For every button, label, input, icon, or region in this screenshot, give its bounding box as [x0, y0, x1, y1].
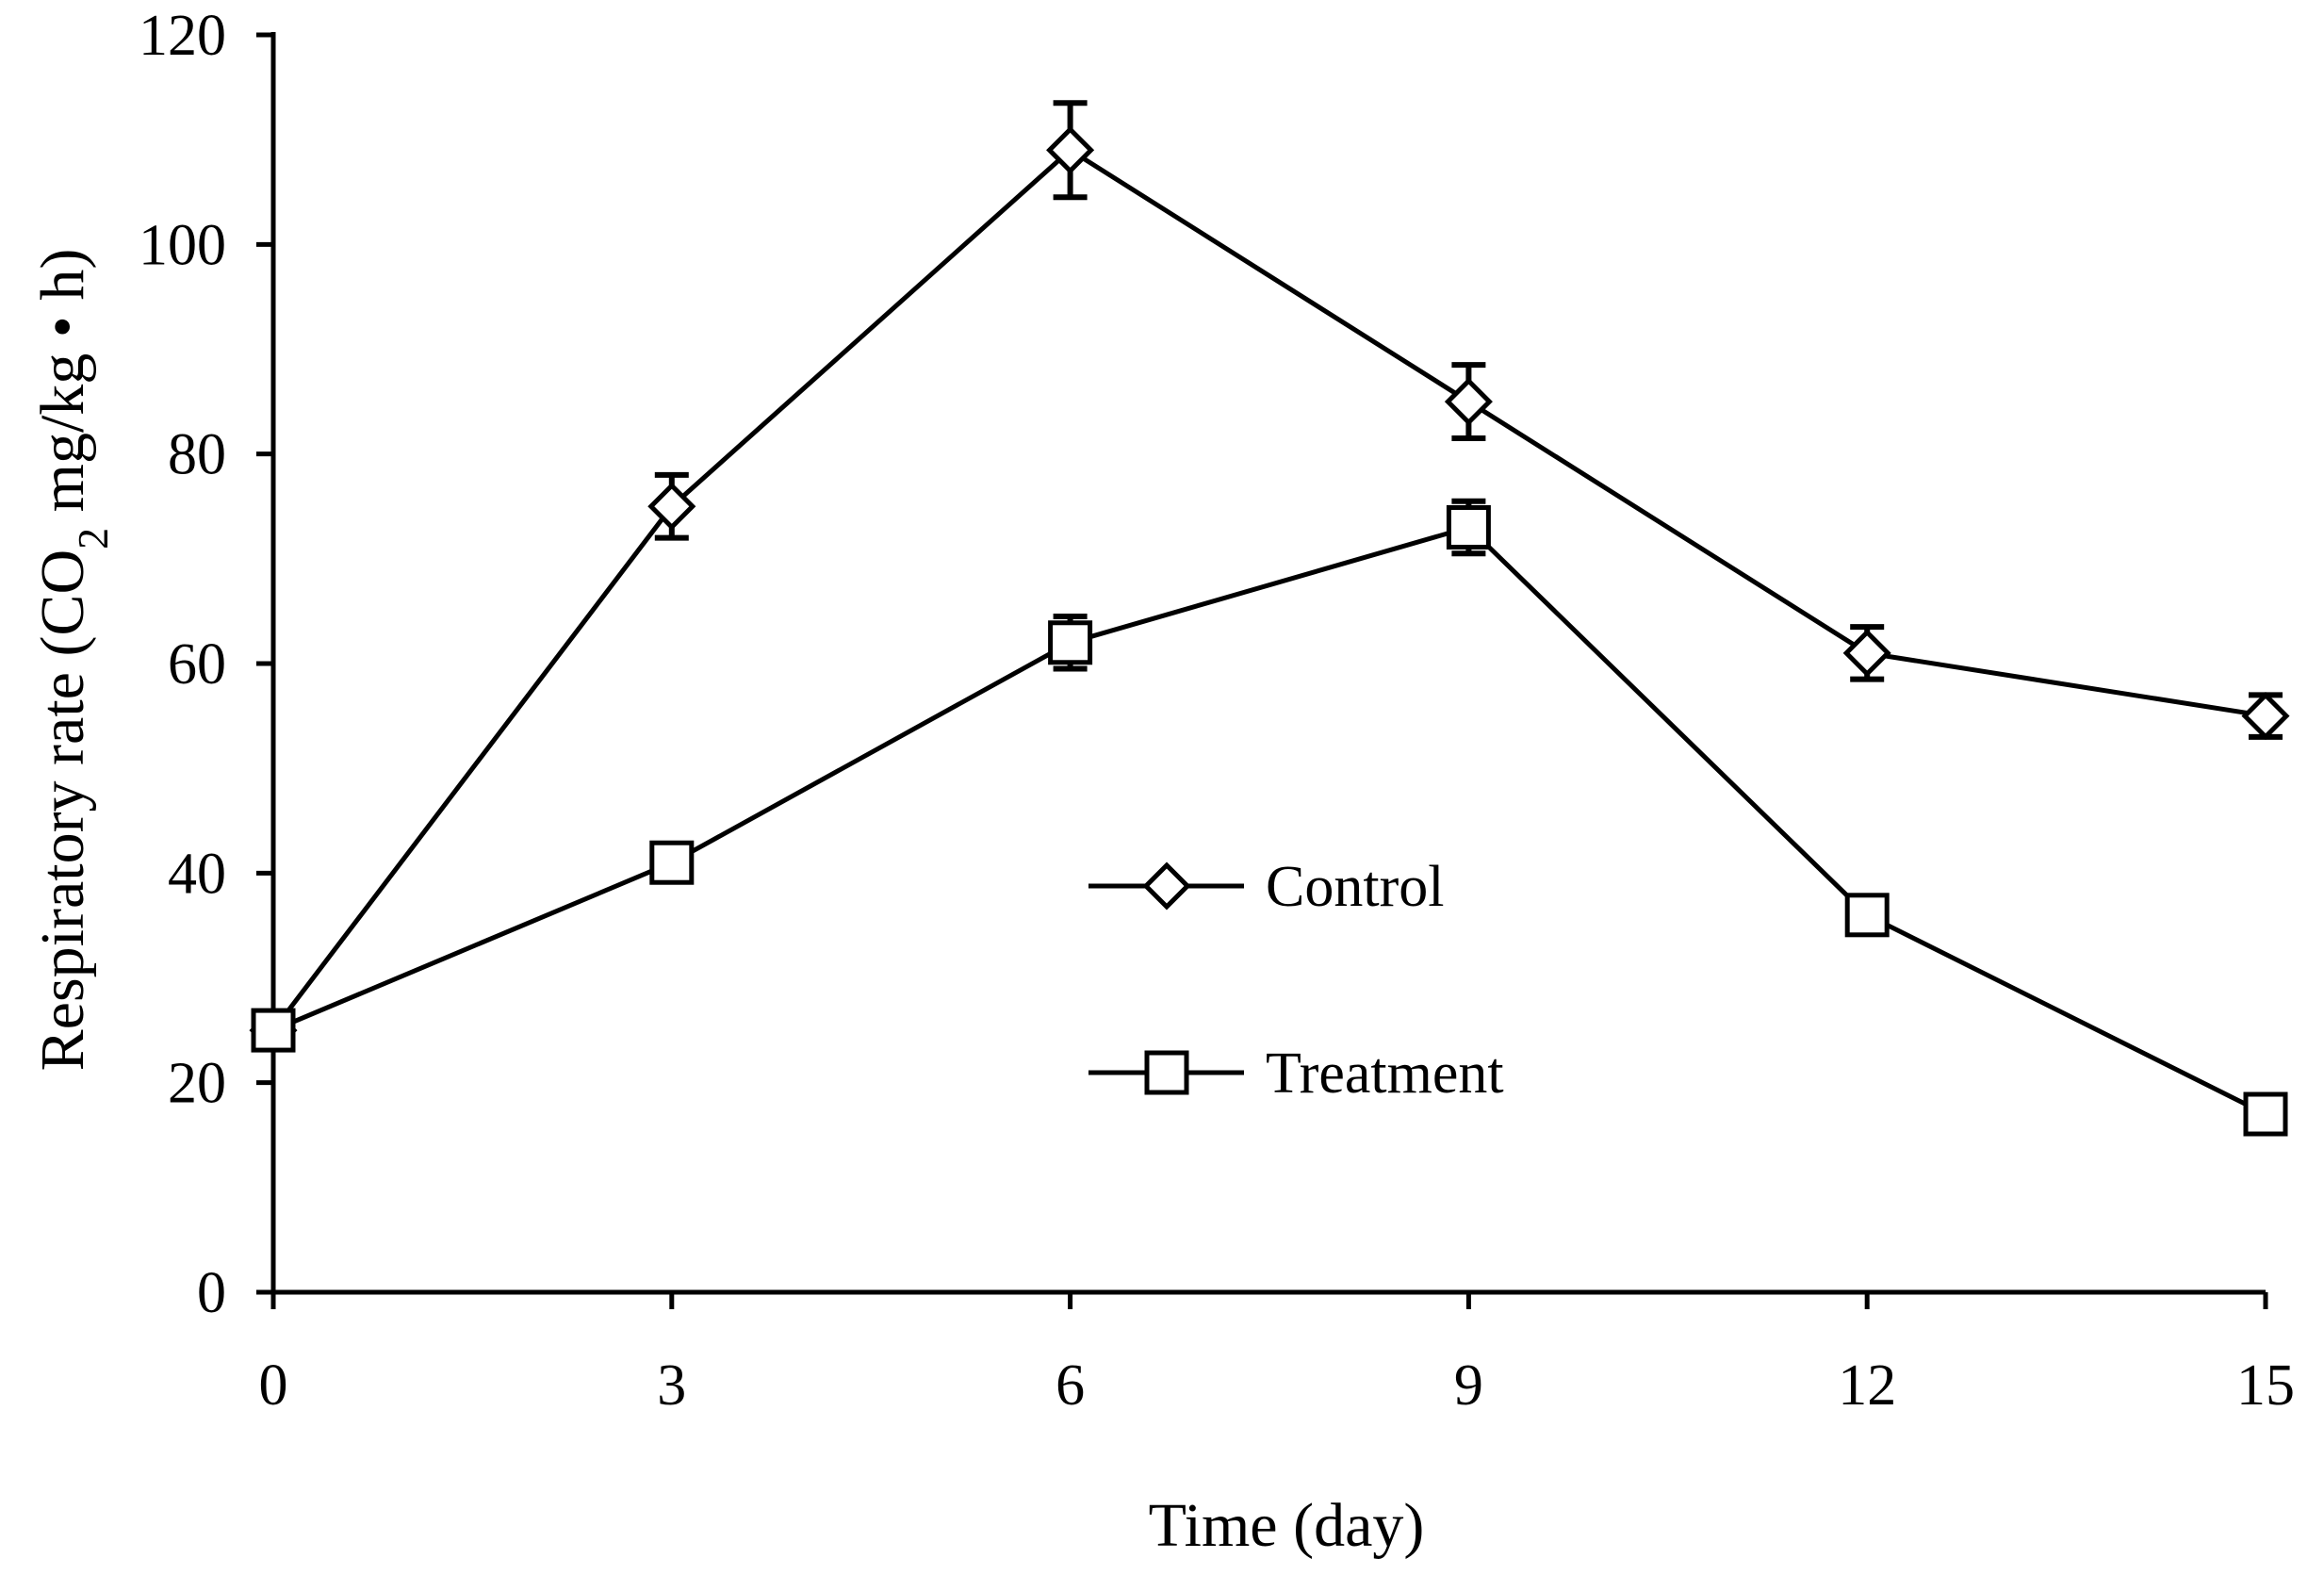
x-axis-title: Time (day) [1149, 1491, 1425, 1560]
treatment-point [1844, 893, 1890, 938]
y-axis-title-main: Respiratory rate (CO [28, 550, 97, 1072]
y-axis-title-suffix: mg/kg • h) [28, 249, 97, 528]
legend-item-control: Control [1088, 855, 1444, 919]
y-tick-label: 20 [168, 1052, 226, 1116]
y-tick-label: 40 [168, 842, 226, 906]
x-tick-label: 0 [259, 1354, 288, 1418]
axes: 0 20 40 60 80 100 120 0 3 6 9 12 15 [139, 4, 2295, 1418]
treatment-point [1446, 504, 1491, 550]
legend-label-control: Control [1266, 855, 1444, 919]
treatment-point [1048, 620, 1093, 665]
legend: Control Treatment [1088, 855, 1504, 1106]
x-tick-label: 15 [2236, 1354, 2295, 1418]
control-point [1046, 125, 1095, 174]
legend-marker-control [1142, 861, 1191, 911]
y-tick-label: 0 [197, 1261, 226, 1325]
control-point [2241, 692, 2290, 741]
legend-marker-treatment [1144, 1050, 1189, 1095]
y-tick-label: 80 [168, 423, 226, 487]
treatment-point [2243, 1091, 2288, 1137]
x-tick-label: 12 [1838, 1354, 1896, 1418]
legend-item-treatment: Treatment [1088, 1042, 1504, 1106]
control-point [1842, 629, 1891, 678]
x-tick-label: 9 [1454, 1354, 1483, 1418]
y-axis-title: Respiratory rate (CO2 mg/kg • h) [28, 249, 117, 1072]
x-tick-label: 6 [1056, 1354, 1085, 1418]
y-tick-label: 120 [139, 4, 226, 68]
control-point [1444, 377, 1493, 426]
treatment-point [251, 1008, 296, 1053]
y-tick-label: 60 [168, 632, 226, 697]
treatment-point [649, 840, 695, 885]
series-markers [249, 125, 2290, 1137]
legend-label-treatment: Treatment [1266, 1042, 1504, 1106]
series-lines [271, 147, 2267, 1117]
control-point [647, 482, 696, 531]
control-line [271, 147, 2267, 1032]
x-tick-label: 3 [657, 1354, 686, 1418]
y-axis-title-subscript: 2 [69, 528, 117, 550]
y-tick-label: 100 [139, 213, 226, 277]
treatment-line [272, 524, 2267, 1117]
